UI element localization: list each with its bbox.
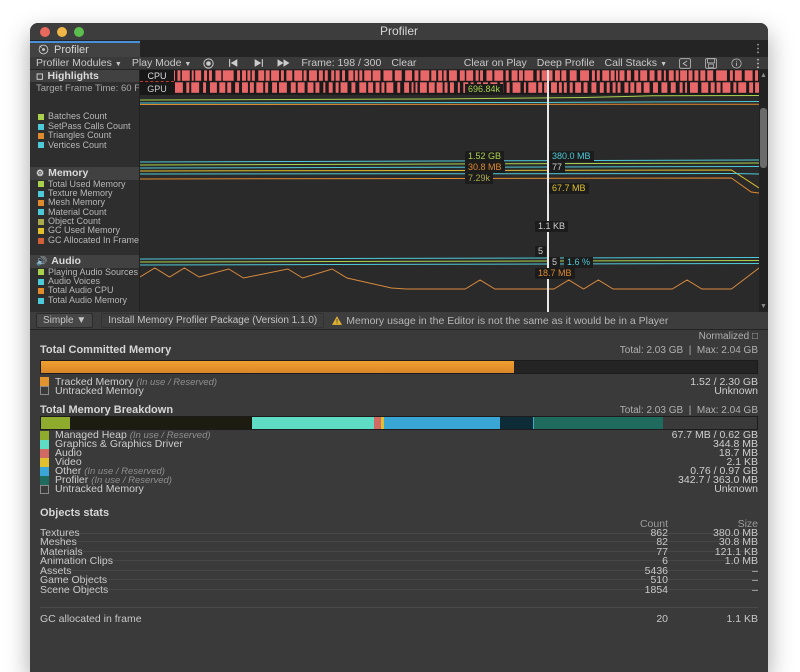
svg-text:!: !	[336, 319, 338, 325]
